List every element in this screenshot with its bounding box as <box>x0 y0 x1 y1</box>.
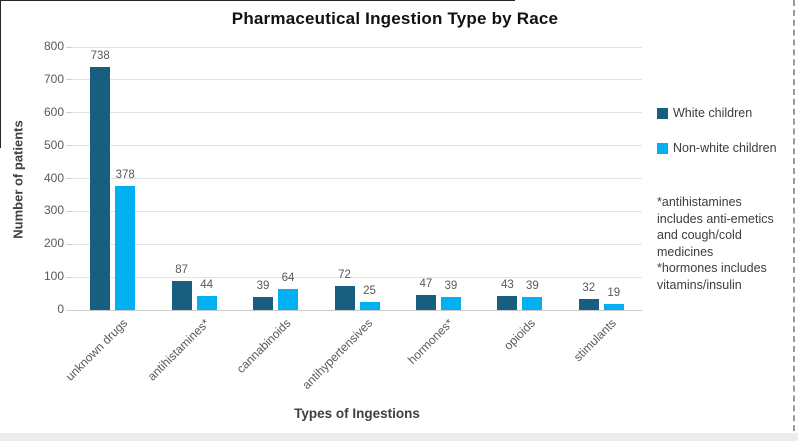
bar-non-white-children <box>603 304 624 310</box>
bar-white-children <box>415 295 436 310</box>
bar-non-white-children <box>440 297 461 310</box>
y-tick-label: 100 <box>43 269 64 284</box>
legend-item-non-white-children: Non-white children <box>657 141 777 155</box>
x-tick-label: unknown drugs <box>63 316 131 384</box>
x-tick-label: cannabinoids <box>233 316 294 376</box>
legend-label: White children <box>673 106 753 120</box>
x-axis-title: Types of Ingestions <box>294 406 420 421</box>
y-axis-title: Number of patients <box>10 120 26 239</box>
y-axis-tickmark <box>66 276 72 278</box>
bar-value-label: 87 <box>175 264 189 276</box>
legend-label: Non-white children <box>673 141 777 155</box>
bar-non-white-children <box>278 289 299 310</box>
bar-white-children <box>253 297 274 310</box>
y-tick-label: 700 <box>43 71 64 86</box>
y-tick-label: 600 <box>43 104 64 119</box>
bar-white-children <box>90 67 111 310</box>
crop-border-left <box>0 0 1 148</box>
bar-value-label: 39 <box>525 280 539 292</box>
bar-value-label: 64 <box>281 272 295 284</box>
x-tick-label: hormones* <box>405 316 457 367</box>
x-tick-label: antihistamines* <box>144 316 213 384</box>
y-axis-tickmark <box>66 112 72 114</box>
y-axis-tickmark <box>66 243 72 245</box>
bar-value-label: 738 <box>90 50 110 62</box>
plot-area: 0 100 200 300 400 500 600 700 800 738 378 unknown d… <box>44 39 642 392</box>
gridline <box>72 79 642 81</box>
bar-non-white-children <box>196 296 217 310</box>
gridline <box>72 46 642 48</box>
y-axis-tickmark <box>66 145 72 147</box>
y-tick-label: 800 <box>43 39 64 53</box>
worksheet-bottom-strip <box>0 433 798 441</box>
y-tick-label: 400 <box>43 170 64 185</box>
y-tick-label: 200 <box>43 236 64 251</box>
gridline <box>72 276 642 278</box>
legend-swatch-white-children <box>657 107 668 119</box>
y-axis-tickmark <box>66 309 72 311</box>
bar-value-label: 19 <box>607 287 621 299</box>
y-tick-label: 0 <box>57 302 64 316</box>
x-tick-label: antihypertensives <box>298 316 375 392</box>
bar-value-label: 44 <box>200 279 214 291</box>
y-axis-tickmark <box>66 210 72 212</box>
bar-non-white-children <box>359 302 380 310</box>
x-tick-label: stimulants <box>571 316 620 365</box>
bar-value-label: 43 <box>500 279 514 291</box>
legend: White children Non-white children <box>657 106 777 176</box>
y-axis-tickmark <box>66 46 72 48</box>
gridline <box>72 178 642 179</box>
x-tick-label: opioids <box>500 316 538 353</box>
bar-value-label: 39 <box>444 280 458 292</box>
bar-value-label: 378 <box>115 169 135 181</box>
y-axis-tickmark <box>66 178 72 179</box>
y-axis-tickmark <box>66 79 72 81</box>
bar-value-label: 72 <box>338 269 351 281</box>
bar-white-children <box>578 299 599 310</box>
gridline <box>72 243 642 245</box>
gridline <box>72 210 642 212</box>
chart-title: Pharmaceutical Ingestion Type by Race <box>231 9 559 28</box>
crop-border-top <box>0 0 515 1</box>
bar-white-children <box>497 296 518 310</box>
gridline <box>72 145 642 147</box>
bar-white-children <box>334 286 355 310</box>
page-break-dashed-line <box>793 0 795 441</box>
bar-non-white-children <box>522 297 543 310</box>
bar-value-label: 47 <box>419 278 433 290</box>
gridline <box>72 112 642 114</box>
legend-swatch-non-white-children <box>657 142 668 154</box>
legend-item-white-children: White children <box>657 106 777 120</box>
bar-value-label: 32 <box>582 282 596 294</box>
footnote-annotation: *antihistamines includes anti-emetics an… <box>657 195 774 292</box>
y-tick-label: 500 <box>43 137 64 152</box>
gridline <box>72 309 642 311</box>
bar-non-white-children <box>115 186 136 310</box>
bar-white-children <box>171 281 192 310</box>
bar-value-label: 25 <box>363 285 376 297</box>
bar-value-label: 39 <box>256 280 270 292</box>
y-tick-label: 300 <box>43 203 64 218</box>
